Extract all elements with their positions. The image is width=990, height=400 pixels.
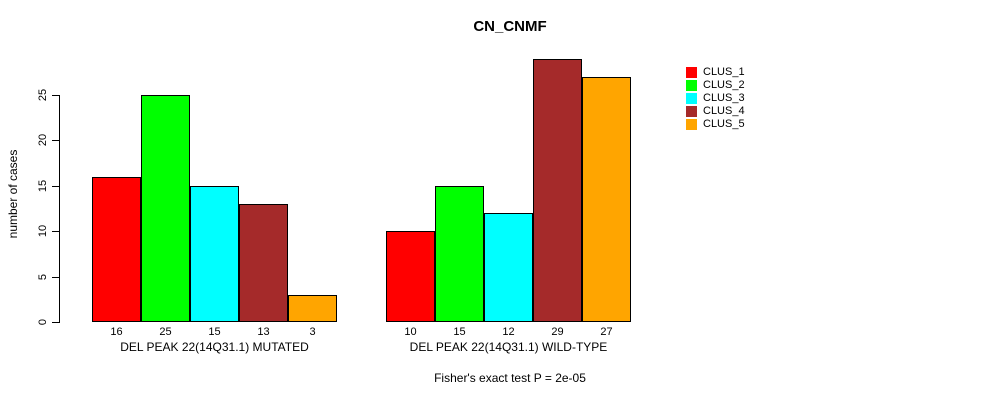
y-axis-line	[59, 95, 60, 323]
bar-value-label: 13	[257, 326, 270, 338]
legend-swatch-clus_5	[686, 119, 697, 130]
bar-value-label: 3	[309, 326, 316, 338]
bar-clus_5	[582, 77, 631, 322]
bar-value-label: 10	[404, 326, 417, 338]
bar-clus_1	[92, 177, 141, 322]
legend-entry: CLUS_2	[686, 79, 745, 92]
legend-entry: CLUS_4	[686, 105, 745, 118]
y-axis-tick	[52, 277, 59, 278]
legend-entry: CLUS_1	[686, 66, 745, 79]
bar-clus_5	[288, 295, 337, 322]
legend-entry: CLUS_3	[686, 92, 745, 105]
y-axis-tick	[52, 140, 59, 141]
y-axis-tick	[52, 186, 59, 187]
fisher-test-annotation: Fisher's exact test P = 2e-05	[434, 371, 586, 385]
legend-swatch-clus_2	[686, 80, 697, 91]
bar-clus_3	[484, 213, 533, 322]
bar-value-label: 12	[502, 326, 515, 338]
bar-clus_3	[190, 186, 239, 322]
y-axis-tick	[52, 322, 59, 323]
bar-clus_2	[435, 186, 484, 322]
legend-label: CLUS_4	[703, 105, 745, 117]
legend-swatch-clus_1	[686, 67, 697, 78]
legend-label: CLUS_2	[703, 79, 745, 91]
legend-label: CLUS_3	[703, 92, 745, 104]
bar-clus_4	[239, 204, 288, 322]
bar-value-label: 16	[110, 326, 123, 338]
y-axis-tick	[52, 231, 59, 232]
bar-clus_1	[386, 231, 435, 322]
chart-title: CN_CNMF	[473, 18, 547, 35]
y-axis-tick-label: 10	[37, 224, 49, 238]
y-axis-tick	[52, 95, 59, 96]
bar-value-label: 15	[208, 326, 221, 338]
y-axis-tick-label: 15	[37, 179, 49, 193]
x-axis-group-label: DEL PEAK 22(14Q31.1) MUTATED	[120, 340, 309, 354]
bar-clus_4	[533, 59, 582, 322]
bar-clus_2	[141, 95, 190, 322]
x-axis-group-label: DEL PEAK 22(14Q31.1) WILD-TYPE	[409, 340, 608, 354]
y-axis-title: number of cases	[6, 149, 20, 239]
legend-label: CLUS_5	[703, 118, 745, 130]
y-axis-tick-label: 0	[37, 318, 49, 326]
legend-swatch-clus_3	[686, 93, 697, 104]
legend-label: CLUS_1	[703, 66, 745, 78]
y-axis-tick-label: 5	[37, 273, 49, 281]
bar-value-label: 29	[551, 326, 564, 338]
bar-value-label: 15	[453, 326, 466, 338]
bar-value-label: 25	[159, 326, 172, 338]
y-axis-tick-label: 20	[37, 133, 49, 147]
bar-value-label: 27	[600, 326, 613, 338]
y-axis-tick-label: 25	[37, 88, 49, 102]
legend-swatch-clus_4	[686, 106, 697, 117]
legend-entry: CLUS_5	[686, 118, 745, 131]
legend: CLUS_1 CLUS_2 CLUS_3 CLUS_4 CLUS_5	[686, 66, 745, 131]
